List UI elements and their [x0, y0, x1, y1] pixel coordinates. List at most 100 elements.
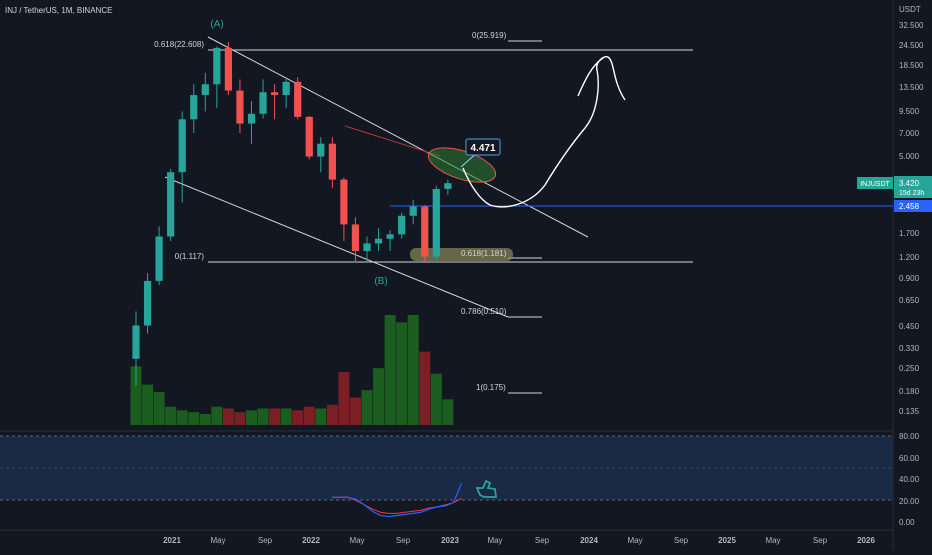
time-axis-ticks: 2021 May Sep 2022 May Sep 2023 May Sep 2024 May Sep… — [163, 536, 875, 545]
candle — [247, 101, 256, 144]
volume-bar — [430, 373, 442, 425]
rsi-axis-ticks: 80.00 60.00 40.00 20.00 0.00 — [899, 432, 920, 527]
volume-bar — [199, 414, 211, 425]
time-tick-label: May — [487, 536, 502, 545]
volume-bar — [222, 408, 234, 425]
price-axis-unit: USDT — [899, 5, 921, 14]
candle-body — [167, 172, 175, 237]
candle — [155, 226, 163, 286]
volume-bar — [211, 406, 223, 425]
rsi-tick-label: 0.00 — [899, 518, 915, 527]
candle — [305, 116, 313, 160]
volume-bar — [315, 408, 327, 425]
volume-bar — [188, 412, 200, 425]
volume-bar — [419, 351, 431, 425]
fib-label-0-bottom: 0(1.117) — [175, 252, 205, 261]
candle — [201, 72, 209, 112]
candle-body — [224, 47, 232, 91]
time-tick-label: 2023 — [441, 536, 459, 545]
volume-bar — [153, 392, 165, 425]
current-price-tag — [894, 176, 932, 198]
candle — [271, 84, 279, 120]
thumbs-up-drawing — [475, 479, 498, 498]
level-price-tag — [894, 200, 932, 212]
fib-label-0618-top: 0.618(22.608) — [154, 40, 204, 49]
candle — [213, 46, 221, 108]
candle-body — [351, 224, 360, 252]
candle — [167, 168, 175, 242]
price-axis-ticks: 32.500 24.500 18.500 13.500 9.500 7.000 5.000 1… — [899, 21, 924, 416]
candle — [398, 212, 406, 239]
fib-label-0-top: 0(25.919) — [472, 31, 507, 40]
red-trend-ray — [344, 125, 441, 157]
volume-bar — [165, 406, 177, 425]
time-tick-label: 2022 — [302, 536, 320, 545]
volume-bar — [280, 408, 292, 425]
price-tick-label: 1.200 — [899, 253, 920, 262]
drawings-layer: 4.471 — [164, 36, 893, 394]
candle — [132, 311, 140, 387]
price-tick-label: 18.500 — [899, 61, 924, 70]
candle-body — [305, 116, 313, 157]
candle — [409, 199, 417, 225]
price-tick-label: 13.500 — [899, 83, 924, 92]
volume-bar — [361, 390, 373, 425]
volume-bar — [130, 366, 142, 425]
volume-bar — [407, 315, 419, 425]
symbol-title[interactable]: INJ / TetherUS, 1M, BINANCE — [5, 6, 112, 15]
candle-body — [409, 206, 417, 216]
volume-bar — [269, 408, 281, 425]
rsi-tick-label: 60.00 — [899, 454, 920, 463]
time-tick-label: Sep — [396, 536, 411, 545]
candle-body — [271, 92, 279, 96]
time-tick-label: Sep — [813, 536, 828, 545]
candle-body — [432, 188, 440, 257]
time-tick-label: Sep — [535, 536, 550, 545]
descending-trendline-lower — [164, 176, 509, 318]
volume-bar — [303, 406, 315, 425]
candle — [421, 205, 429, 263]
volume-bar — [326, 404, 338, 425]
wave-label-a: (A) — [210, 19, 223, 30]
price-tick-label: 9.500 — [899, 107, 920, 116]
time-tick-label: May — [349, 536, 364, 545]
volume-bar — [396, 322, 408, 425]
candle-body — [132, 325, 140, 359]
candle — [328, 137, 336, 188]
price-tick-label: 1.700 — [899, 229, 920, 238]
candle — [374, 228, 383, 252]
bar-countdown: 15d 23h — [899, 190, 924, 197]
wave-label-b: (B) — [374, 276, 387, 287]
candle — [294, 77, 302, 120]
candle — [340, 177, 348, 242]
candle-body — [444, 183, 452, 189]
candle — [236, 79, 244, 133]
time-tick-label: May — [627, 536, 642, 545]
descending-trendline-upper — [207, 36, 589, 238]
volume-bar — [442, 399, 454, 425]
volume-bar — [176, 410, 188, 425]
rsi-tick-label: 80.00 — [899, 432, 920, 441]
candle — [363, 236, 371, 263]
candle-body — [294, 81, 302, 117]
callout-box — [465, 138, 501, 156]
candle — [351, 217, 360, 263]
price-tick-label: 24.500 — [899, 41, 924, 50]
candle — [190, 84, 198, 133]
candle-body — [363, 243, 371, 252]
volume-bar — [257, 408, 269, 425]
callout-value: 4.471 — [470, 143, 495, 154]
rsi-tick-label: 40.00 — [899, 475, 920, 484]
price-tick-label: 7.000 — [899, 129, 920, 138]
candle — [259, 79, 267, 119]
volume-bar — [142, 384, 154, 425]
time-tick-label: 2026 — [857, 536, 875, 545]
price-tick-label: 0.450 — [899, 322, 920, 331]
time-tick-label: 2021 — [163, 536, 181, 545]
price-tick-label: 0.135 — [899, 407, 920, 416]
candle — [282, 77, 290, 108]
time-tick-label: Sep — [674, 536, 689, 545]
candle — [317, 137, 325, 173]
ticker-name: INJUSDT — [860, 181, 890, 188]
